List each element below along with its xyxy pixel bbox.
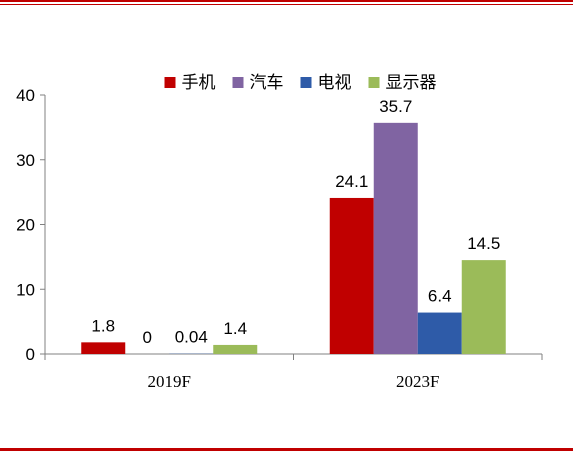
data-label: 14.5 [467, 234, 500, 253]
y-tick-label: 0 [26, 345, 35, 364]
legend-label-1: 手机 [182, 73, 216, 93]
data-label: 6.4 [428, 287, 452, 306]
bottom-border-rule [0, 448, 573, 451]
legend-label-3: 电视 [318, 73, 352, 93]
bar-3-2023F [417, 312, 462, 354]
legend-swatch-1 [164, 77, 176, 88]
y-tick-label: 10 [16, 280, 35, 299]
bar-1-2023F [329, 197, 374, 354]
data-label: 35.7 [379, 97, 412, 116]
bar-2-2023F [373, 122, 418, 354]
legend-swatch-3 [300, 77, 312, 88]
bar-4-2023F [461, 260, 506, 354]
chart-legend: 手机 汽车 电视 显示器 [164, 73, 437, 93]
data-label: 0.04 [175, 328, 208, 347]
data-label: 1.8 [91, 316, 115, 335]
y-axis: 0 10 20 30 40 [16, 86, 46, 364]
x-category-label: 2019F [148, 372, 191, 391]
y-tick-label: 30 [16, 151, 35, 170]
data-label: 24.1 [335, 172, 368, 191]
legend-label-4: 显示器 [386, 73, 437, 93]
data-label: 0 [143, 328, 152, 347]
legend-swatch-2 [232, 77, 244, 88]
y-tick-label: 40 [16, 86, 35, 105]
bar-1-2019F [81, 342, 126, 354]
data-labels: 1.8 0 0.04 1.4 24.1 35.7 6.4 14.5 [91, 97, 500, 347]
chart-bars [81, 122, 506, 354]
bar-4-2019F [213, 344, 258, 354]
y-tick-label: 20 [16, 216, 35, 235]
data-label: 1.4 [223, 319, 247, 338]
top-border-rule-thin [0, 4, 573, 5]
top-border-rule [0, 0, 573, 2]
x-category-label: 2023F [396, 372, 439, 391]
legend-swatch-4 [368, 77, 380, 88]
legend-label-2: 汽车 [250, 73, 284, 93]
x-axis: 2019F 2023F [44, 353, 543, 391]
